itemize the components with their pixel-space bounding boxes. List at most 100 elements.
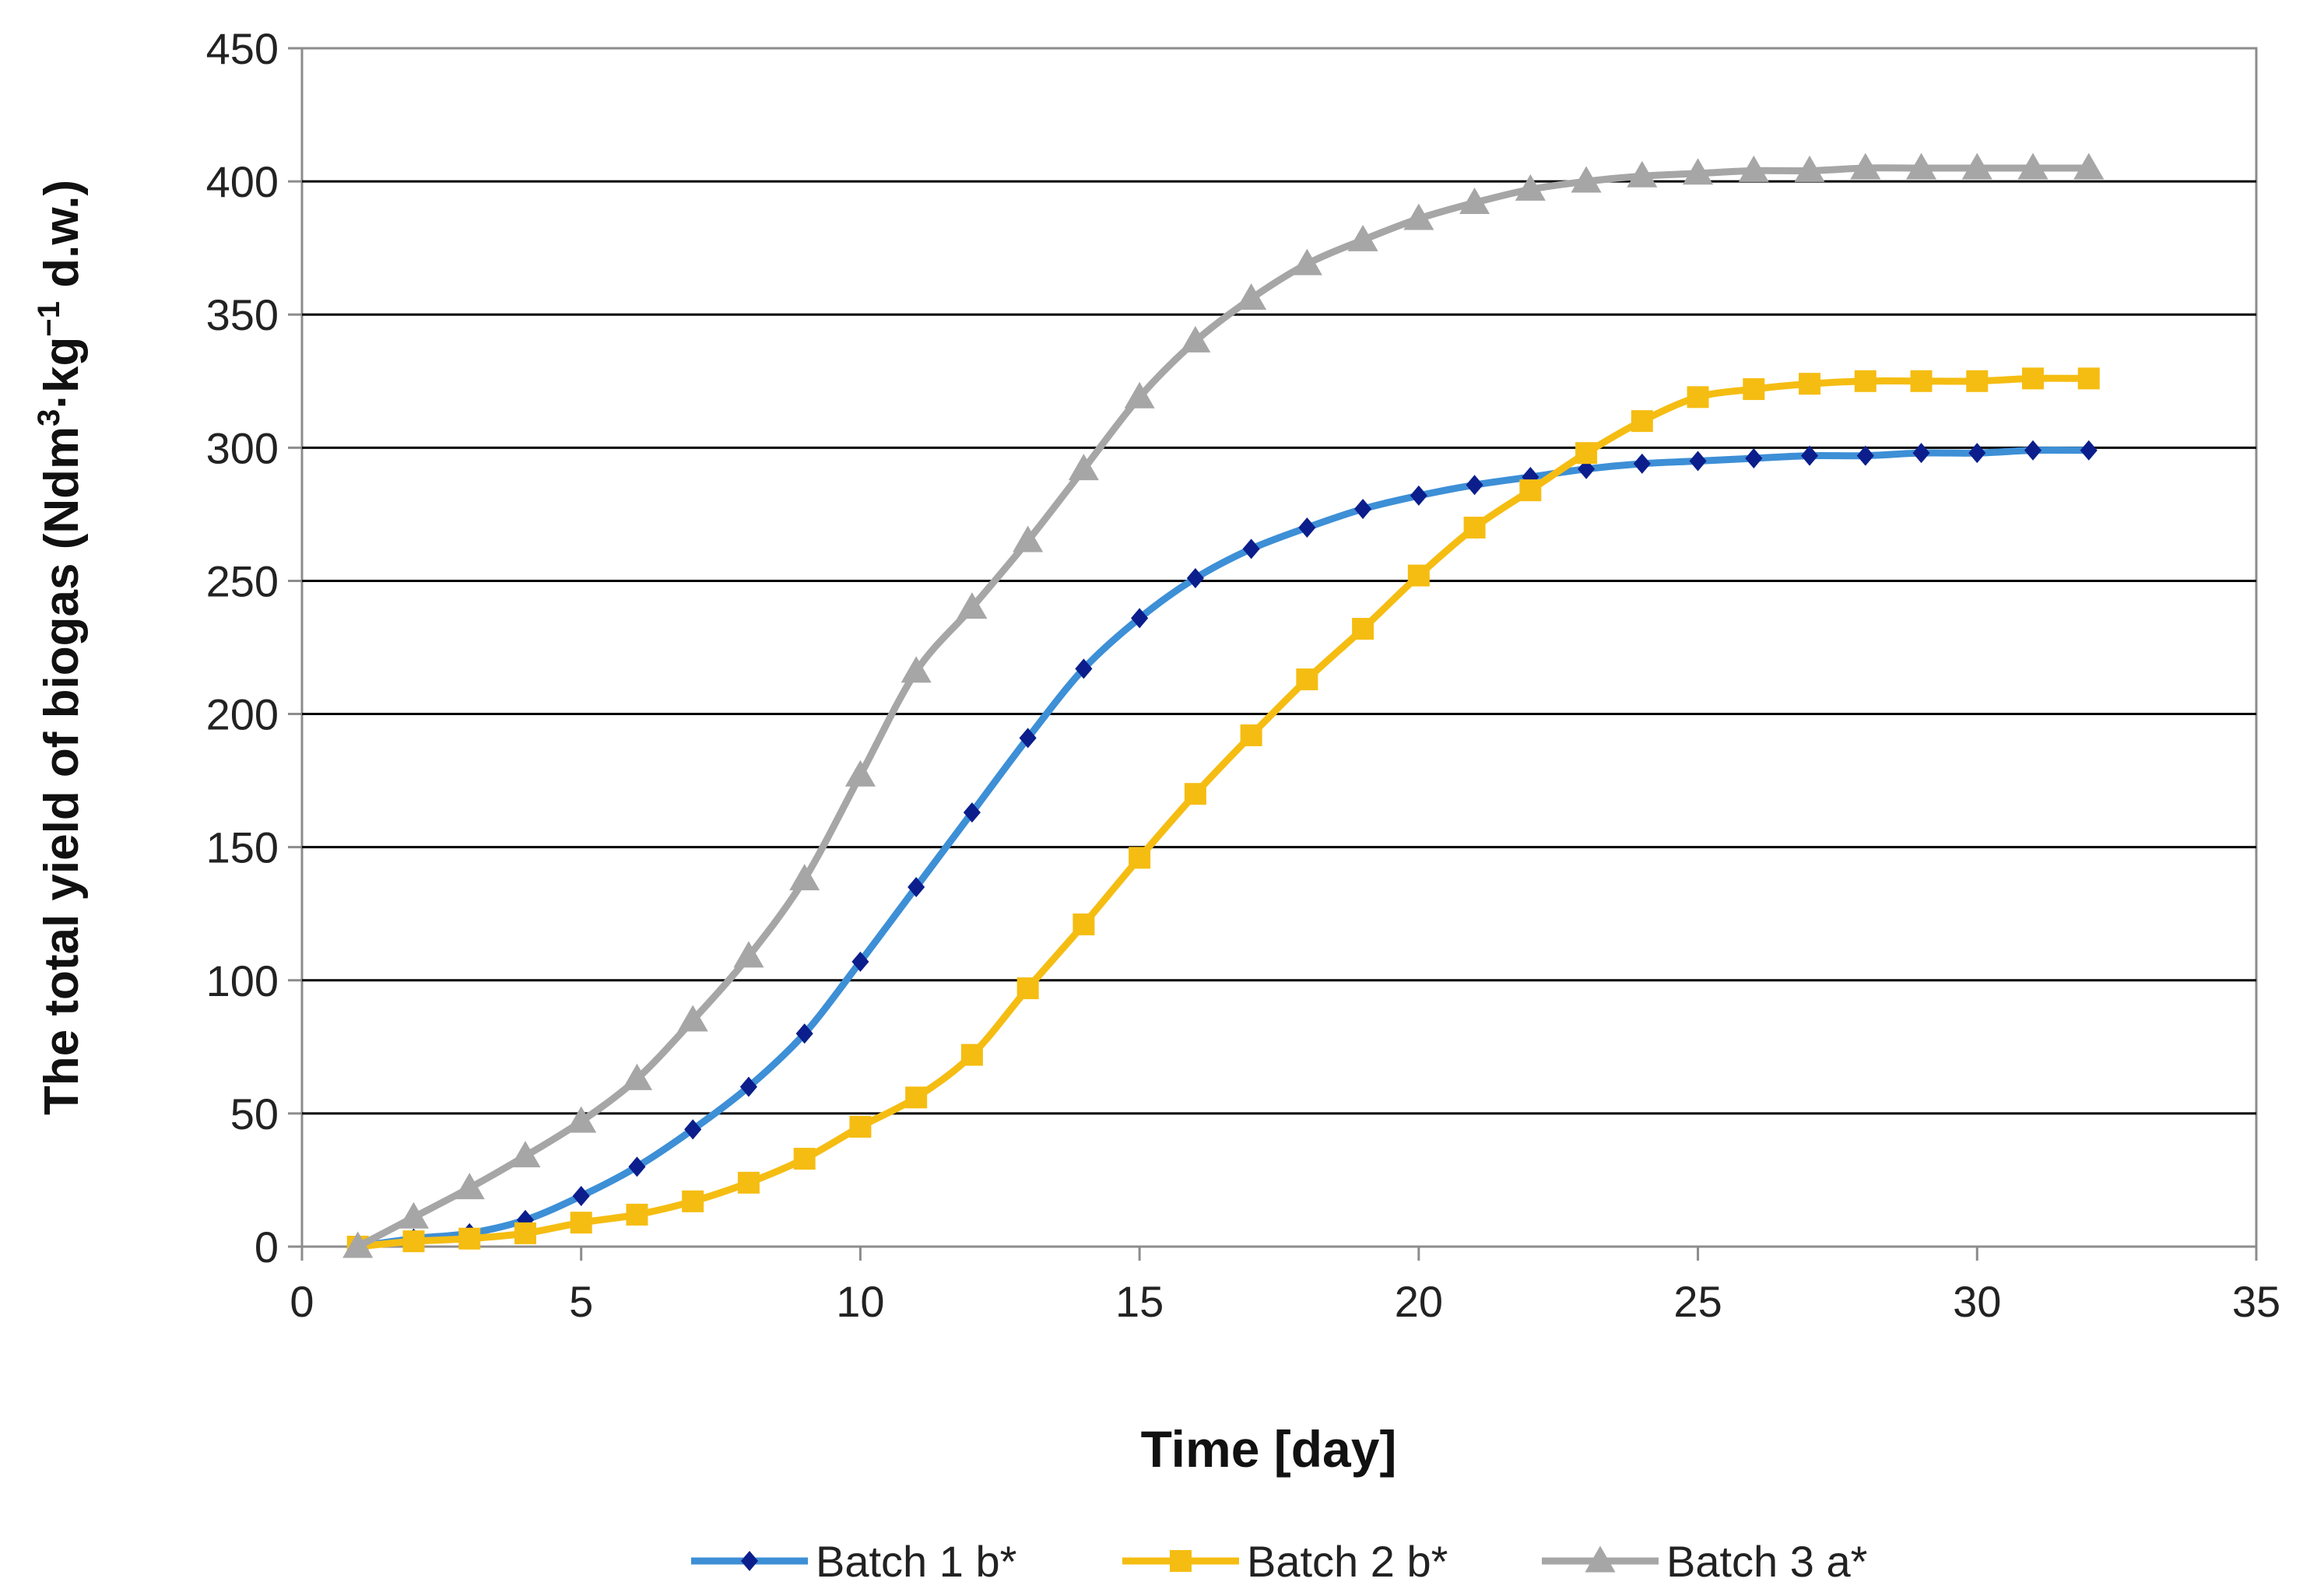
- data-point-s1-8: [739, 1076, 757, 1097]
- data-point-s2-12: [960, 1044, 983, 1066]
- data-point-s2-2: [402, 1230, 425, 1253]
- y-tick-label-100: 100: [206, 956, 279, 1005]
- data-point-s3-32: [2073, 153, 2105, 180]
- data-point-s2-4: [514, 1222, 536, 1244]
- legend-marker-2: [1170, 1550, 1192, 1572]
- data-point-s3-5: [566, 1106, 597, 1133]
- y-axis-title: The total yield of biogas (Ndm3·kg−1 d.w…: [32, 180, 89, 1115]
- x-tick-label-25: 25: [1673, 1277, 1722, 1326]
- y-tick-label-400: 400: [206, 157, 279, 206]
- data-point-s1-26: [1745, 448, 1763, 469]
- data-point-s1-28: [1856, 445, 1874, 466]
- data-point-s2-25: [1687, 386, 1709, 409]
- data-point-s1-15: [1131, 608, 1149, 629]
- data-point-s1-13: [1019, 728, 1037, 749]
- data-point-s2-22: [1519, 479, 1542, 502]
- data-point-s1-5: [572, 1185, 590, 1206]
- data-point-s2-16: [1184, 783, 1206, 805]
- x-tick-label-35: 35: [2232, 1277, 2280, 1326]
- legend-label-3: Batch 3 a*: [1666, 1537, 1867, 1586]
- data-point-s2-24: [1631, 410, 1653, 433]
- y-axis-title-part3: d.w.): [35, 180, 89, 301]
- plot-area: [300, 47, 2258, 1248]
- data-point-s2-26: [1743, 378, 1765, 401]
- x-tick-label-30: 30: [1953, 1277, 2001, 1326]
- data-point-s3-4: [510, 1141, 541, 1168]
- data-point-s2-9: [793, 1148, 816, 1170]
- y-tick-label-450: 450: [206, 24, 279, 73]
- data-point-s1-29: [1912, 443, 1930, 464]
- data-point-s3-20: [1403, 203, 1434, 230]
- series-line-2: [354, 374, 2093, 1250]
- y-axis-title-part1: The total yield of biogas (Ndm: [35, 426, 89, 1115]
- data-point-s2-14: [1072, 913, 1095, 935]
- data-point-s1-11: [908, 877, 925, 897]
- data-point-s3-2: [398, 1201, 430, 1229]
- data-point-s3-29: [1905, 153, 1937, 180]
- data-point-s3-7: [677, 1005, 708, 1032]
- legend: Batch 1 b* Batch 2 b* Batch 3 a*: [691, 1537, 1867, 1586]
- data-point-s2-27: [1799, 373, 1821, 395]
- data-point-s1-6: [628, 1156, 646, 1177]
- data-point-s3-6: [621, 1063, 653, 1090]
- data-point-s1-7: [684, 1119, 702, 1140]
- x-tick-label-5: 5: [569, 1277, 593, 1326]
- data-point-s3-10: [844, 759, 876, 787]
- data-point-s1-17: [1242, 538, 1260, 559]
- data-point-s2-8: [737, 1171, 760, 1194]
- data-point-s3-24: [1627, 160, 1658, 188]
- gridlines: [302, 180, 2256, 1115]
- data-point-s1-18: [1298, 517, 1316, 538]
- data-point-s1-14: [1075, 658, 1093, 679]
- data-point-s2-5: [570, 1212, 592, 1234]
- data-point-s3-28: [1850, 153, 1881, 180]
- data-point-s3-25: [1683, 158, 1714, 185]
- data-point-s2-6: [626, 1203, 648, 1226]
- data-point-s1-31: [2024, 440, 2042, 461]
- data-point-s3-19: [1347, 224, 1378, 251]
- data-point-s1-10: [851, 951, 869, 972]
- data-point-s2-31: [2022, 367, 2045, 390]
- data-point-s1-19: [1354, 499, 1372, 520]
- data-point-s3-26: [1738, 155, 1769, 182]
- legend-item-1: Batch 1 b*: [691, 1537, 1016, 1586]
- data-point-s3-18: [1291, 248, 1322, 275]
- data-point-s2-21: [1463, 517, 1486, 538]
- data-point-s2-15: [1129, 847, 1151, 869]
- data-point-s1-30: [1968, 443, 1986, 464]
- data-point-s3-11: [900, 656, 932, 683]
- data-point-s2-32: [2077, 367, 2100, 390]
- data-point-s2-29: [1910, 370, 1933, 392]
- data-point-s3-13: [1013, 525, 1044, 552]
- series-2: [346, 367, 2100, 1258]
- data-point-s3-23: [1571, 166, 1602, 193]
- data-point-s1-24: [1633, 453, 1651, 474]
- data-point-s1-27: [1801, 445, 1819, 466]
- data-point-s1-4: [516, 1209, 535, 1230]
- data-point-s2-13: [1016, 977, 1039, 1000]
- data-point-s3-12: [957, 592, 988, 619]
- data-point-s1-12: [963, 802, 981, 823]
- y-tick-label-250: 250: [206, 556, 279, 605]
- series-1: [349, 440, 2098, 1257]
- y-axis-ticks: 0 50 100 150 200 250 300 350 400 450: [206, 24, 302, 1272]
- y-tick-label-300: 300: [206, 423, 279, 472]
- data-point-s1-25: [1689, 451, 1707, 472]
- data-point-s2-17: [1240, 724, 1262, 746]
- x-tick-label-0: 0: [290, 1277, 314, 1326]
- data-point-s3-31: [2017, 153, 2048, 180]
- data-point-s1-21: [1466, 475, 1483, 496]
- legend-label-1: Batch 1 b*: [816, 1537, 1016, 1586]
- data-point-s3-15: [1124, 381, 1155, 409]
- data-point-s2-3: [458, 1227, 481, 1250]
- data-point-s2-10: [849, 1116, 872, 1138]
- legend-label-2: Batch 2 b*: [1247, 1537, 1448, 1586]
- data-point-s2-23: [1575, 442, 1598, 465]
- x-axis-title: Time [day]: [1141, 1420, 1397, 1478]
- data-point-s2-20: [1407, 564, 1430, 587]
- legend-marker-1: [740, 1551, 759, 1571]
- x-tick-label-20: 20: [1395, 1277, 1443, 1326]
- data-point-s1-32: [2080, 440, 2098, 461]
- y-tick-label-150: 150: [206, 823, 279, 872]
